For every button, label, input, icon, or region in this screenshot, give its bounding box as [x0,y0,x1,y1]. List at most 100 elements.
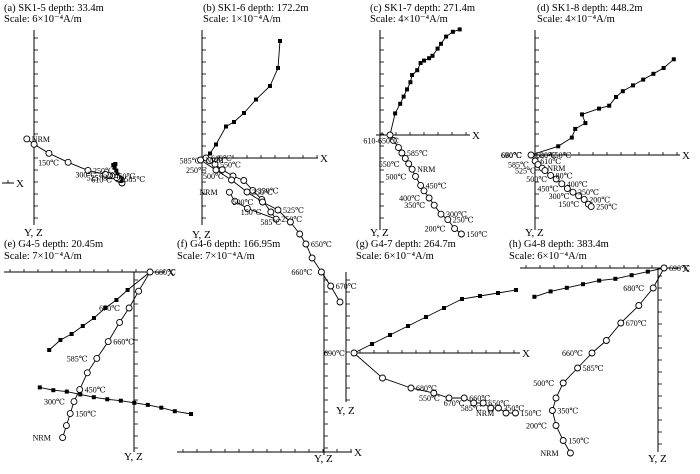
temperature-label: 650℃ [311,240,332,249]
horizontal-projection-point [597,106,601,111]
horizontal-projection-point [132,400,137,405]
vertical-projection-point [412,172,419,180]
horizontal-projection-point [232,120,236,124]
y-axis-label: Y, Z [648,453,667,465]
temperature-label: 150℃ [568,437,589,446]
horizontal-projection-point [496,291,500,295]
temperature-label: 610℃ [211,154,232,163]
temperature-label: 350℃ [557,407,578,416]
panel-scale: Scale: 4×10⁻⁴A/m [370,14,448,25]
temperature-label: 660℃ [291,268,312,277]
temperature-label: 585℃ [407,149,428,158]
vertical-projection-point [389,136,397,144]
vertical-projection-point [243,204,251,212]
x-axis-label: X [167,267,175,279]
x-axis-label: X [16,178,24,190]
horizontal-projection-point [532,294,537,299]
vertical-projection-point [206,157,214,165]
vertical-projection-point [259,198,266,206]
temperature-label: 80℃ [556,171,573,180]
vertical-projection-point [125,304,133,312]
temperature-label: 450℃ [85,386,106,395]
vertical-projection-point [267,208,275,216]
panel-title: (e) G4-5 depth: 20.45m [4,239,103,250]
vertical-projection-point [444,216,452,224]
horizontal-projection-point [641,77,646,82]
vertical-projection-point [635,302,643,309]
horizontal-projection-point [113,162,118,166]
horizontal-projection-point [406,324,410,328]
horizontal-projection-point [254,97,258,102]
temperature-label: 680℃ [536,151,557,160]
horizontal-projection-point [145,402,150,407]
vertical-projection-point [30,140,38,148]
vertical-projection-point [574,364,582,372]
vertical-projection-point [552,175,560,183]
temperature-label: NRM [32,135,50,144]
horizontal-projection-point [401,94,406,99]
vertical-projection-point [660,264,668,272]
temperature-label: 680℃ [416,384,437,393]
horizontal-projection-point [671,57,676,62]
temperature-label: 400℃ [399,194,420,203]
horizontal-projection-point [439,41,443,46]
vertical-projection-point [451,225,459,233]
vertical-projection-point [575,192,583,200]
temperature-label: 250℃ [186,166,207,175]
temperature-label: 585℃ [124,175,145,184]
horizontal-projection-point [78,392,83,397]
vertical-projection-point [502,409,510,417]
vertical-projection-point [135,287,143,295]
temperature-label: 200℃ [425,225,446,234]
vertical-projection-point [437,210,445,218]
horizontal-projection-point [580,112,584,117]
temperature-label: 585℃ [260,218,281,227]
temperature-label: 660℃ [113,338,134,347]
vertical-projection-point [302,240,310,248]
panel-scale: Scale: 1×10⁻⁴A/m [203,14,281,25]
vertical-projection-point [101,170,109,178]
temperature-label: 300℃ [44,398,65,407]
horizontal-projection-point [64,389,69,394]
temperature-label: 585℃ [461,404,482,413]
temperature-label: 525℃ [87,174,108,183]
temperature-label: 350℃ [404,201,425,210]
x-axis-label: X [354,447,362,459]
vertical-projection-point [308,254,316,262]
vertical-projection-point [272,215,280,223]
y-axis-label: Y, Z [192,229,211,241]
vertical-projection-point [552,394,560,402]
vertical-projection-point [408,165,416,173]
horizontal-projection-point [159,405,164,410]
temperature-label: 610-650℃ [363,136,399,145]
horizontal-projection-point [418,61,423,65]
temperature-label: 550℃ [379,160,400,169]
vertical-projection-point [243,188,251,196]
vertical-projection-point [240,177,248,184]
vertical-projection-point [494,404,502,412]
temperature-label: 610℃ [91,176,112,185]
horizontal-projection-point [276,66,280,70]
horizontal-projection-point [224,124,228,129]
vertical-projection-point [212,166,220,174]
temperature-label: 690℃ [324,349,345,358]
horizontal-projection-point [478,294,482,298]
horizontal-projection-point [118,398,123,403]
horizontal-projection-point [514,288,518,292]
vertical-projection-point [559,379,567,387]
horizontal-projection-point [614,95,618,99]
vertical-projection-point [617,319,625,327]
panel-title: (g) G4-7 depth: 264.7m [356,239,456,250]
horizontal-projection-point [460,297,464,301]
horizontal-projection-point [564,285,569,290]
horizontal-projection-point [125,288,130,292]
temperature-label: 300℃ [446,210,467,219]
horizontal-projection-line [39,386,192,415]
temperature-label: 660℃ [501,151,522,160]
vertical-projection-point [457,230,465,238]
temperature-label: 650℃ [488,399,509,408]
temperature-label: 550℃ [220,160,241,169]
vertical-projection-point [379,374,386,382]
vertical-projection-point [228,176,235,184]
vertical-projection-point [547,171,555,179]
